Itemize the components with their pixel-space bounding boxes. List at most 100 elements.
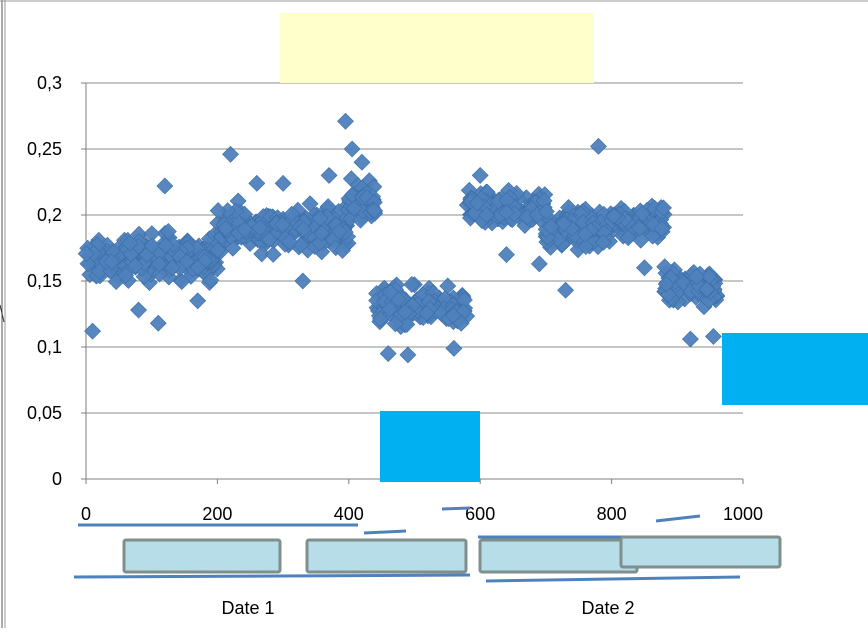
data-point (156, 177, 174, 195)
data-point (655, 199, 672, 217)
data-point (189, 292, 207, 310)
data-point (418, 304, 435, 322)
data-point (189, 259, 207, 276)
data-point (178, 253, 196, 271)
data-point (84, 322, 101, 340)
data-point (301, 195, 319, 213)
blue-overlay-box-center (380, 411, 480, 482)
timeline-boxes (122, 535, 782, 574)
y-tick-label: 0,05 (27, 403, 62, 423)
timeline-line (655, 514, 701, 523)
data-points (77, 112, 726, 364)
data-point (130, 301, 147, 319)
data-point (337, 112, 354, 130)
data-point (311, 209, 329, 227)
data-point (590, 137, 607, 155)
data-point (636, 259, 653, 277)
data-point (251, 219, 269, 237)
category-label-date-1: Date 1 (221, 598, 274, 618)
data-point (248, 174, 266, 192)
data-point (452, 314, 470, 332)
data-point (537, 203, 555, 220)
data-point (379, 345, 397, 363)
data-point (682, 330, 699, 348)
data-point (151, 265, 169, 283)
x-tick-label: 600 (465, 504, 495, 524)
data-point (705, 328, 722, 345)
data-point (294, 272, 312, 290)
data-point (202, 271, 220, 289)
data-point (445, 339, 463, 357)
data-point (555, 215, 573, 233)
y-tick-label: 0,2 (37, 205, 62, 225)
timeline-box (619, 535, 782, 569)
data-point (542, 218, 560, 236)
timeline-box (305, 538, 468, 574)
data-point (365, 202, 383, 219)
data-point (143, 237, 161, 255)
data-point (498, 246, 515, 264)
timeline-box (122, 538, 282, 574)
data-point (163, 259, 181, 277)
frame-left-tick (0, 304, 5, 323)
data-point (478, 206, 496, 224)
data-point (345, 199, 363, 217)
data-point (471, 166, 489, 184)
data-point (281, 233, 298, 251)
y-tick-label: 0,15 (27, 271, 62, 291)
y-tick-label: 0,1 (37, 337, 62, 357)
data-point (253, 245, 271, 263)
timeline-box (478, 538, 639, 574)
y-tick-label: 0,25 (27, 139, 62, 159)
data-point (632, 231, 650, 249)
data-point (117, 266, 135, 284)
data-point (157, 237, 175, 254)
data-point (330, 223, 348, 240)
y-tick-label: 0,3 (37, 73, 62, 93)
data-point (530, 255, 548, 273)
data-point (396, 303, 414, 321)
yellow-overlay-box (280, 13, 594, 83)
x-tick-label: 400 (334, 504, 364, 524)
data-point (633, 205, 651, 223)
data-point (656, 258, 674, 276)
data-point (557, 281, 575, 299)
data-point (149, 314, 167, 332)
data-point (381, 300, 399, 318)
data-point (343, 140, 361, 158)
data-point (77, 245, 95, 263)
data-point (159, 223, 177, 240)
data-point (217, 220, 235, 238)
data-point (222, 145, 239, 163)
data-point (657, 275, 675, 293)
data-point (631, 219, 648, 237)
data-point (594, 233, 612, 251)
timeline-line (485, 575, 741, 583)
data-point (466, 204, 484, 222)
data-point (619, 229, 637, 247)
data-point (399, 346, 417, 364)
data-point (687, 268, 705, 286)
data-point (353, 153, 371, 171)
data-point (653, 220, 671, 238)
data-point (403, 276, 421, 293)
data-point (103, 253, 120, 271)
data-point (150, 255, 168, 273)
y-tick-label: 0 (52, 469, 62, 489)
data-point (468, 194, 486, 212)
x-tick-label: 200 (202, 504, 232, 524)
data-point (173, 273, 191, 291)
data-point (274, 174, 292, 192)
data-point (605, 207, 623, 225)
data-point (334, 242, 351, 259)
data-point (236, 221, 254, 238)
x-tick-label: 800 (597, 504, 627, 524)
x-tick-labels: 0 200 400 600 800 1000 (81, 504, 763, 524)
data-point (371, 310, 389, 328)
data-point (577, 238, 595, 255)
x-tick-label: 1000 (723, 504, 763, 524)
data-point (644, 227, 662, 245)
data-point (121, 234, 139, 252)
